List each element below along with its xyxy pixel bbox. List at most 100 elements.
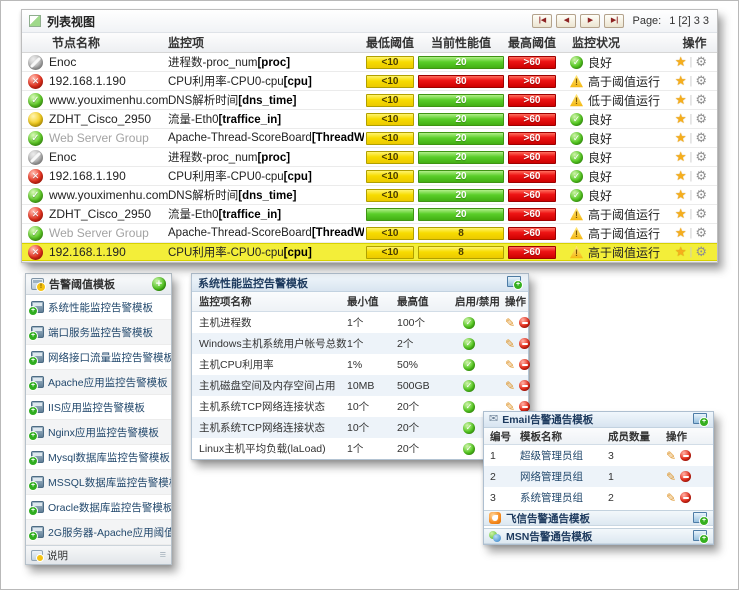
enabled-check-icon[interactable] (463, 400, 475, 413)
delete-minus-icon[interactable] (519, 338, 531, 349)
favorite-star-icon[interactable] (675, 111, 687, 127)
detail-row[interactable]: 主机CPU利用率 1% 50% (192, 354, 531, 375)
detail-rows: 主机进程数 1个 100个 Windows主机系统用户帐号总数 1个 2个 主机… (192, 312, 531, 459)
prev-page-button[interactable]: ◀ (556, 14, 577, 28)
email-group-row[interactable]: 2 网络管理员组 1 (484, 466, 713, 487)
favorite-star-icon[interactable] (675, 168, 687, 184)
table-row[interactable]: Web Server Group Apache-Thread-ScoreBoar… (22, 129, 717, 148)
favorite-star-icon[interactable] (675, 187, 687, 203)
delete-minus-icon[interactable] (680, 450, 692, 461)
delete-minus-icon[interactable] (519, 380, 531, 391)
edit-pencil-icon[interactable] (666, 471, 676, 483)
edit-pencil-icon[interactable] (666, 450, 676, 462)
template-list-item[interactable]: 网络接口流量监控告警模板 (26, 345, 171, 370)
last-page-button[interactable]: ▶| (604, 14, 625, 28)
notify-template-bar[interactable]: 飞信告警通告模板 (484, 510, 713, 526)
table-row[interactable]: ZDHT_Cisco_2950 流量-Eth0[traffice_in] <10… (22, 110, 717, 129)
detail-row[interactable]: 主机系统TCP网络连接状态 10个 20个 (192, 396, 531, 417)
detail-row[interactable]: 主机进程数 1个 100个 (192, 312, 531, 333)
table-row[interactable]: Web Server Group Apache-Thread-ScoreBoar… (22, 224, 717, 243)
template-warning-icon (31, 278, 46, 292)
settings-gear-icon[interactable] (695, 168, 707, 184)
apply-to-monitor-icon[interactable] (693, 511, 709, 526)
settings-gear-icon[interactable] (695, 187, 707, 203)
template-list-item[interactable]: Oracle数据库监控告警模板 (26, 495, 171, 520)
edit-pencil-icon[interactable] (666, 492, 676, 504)
table-row[interactable]: 192.168.1.190 CPU利用率-CPU0-cpu[cpu] <10 8… (22, 72, 717, 91)
first-page-button[interactable]: |◀ (532, 14, 553, 28)
settings-gear-icon[interactable] (695, 73, 707, 89)
detail-row[interactable]: 主机磁盘空间及内存空间占用 10MB 500GB (192, 375, 531, 396)
edit-pencil-icon[interactable] (505, 317, 515, 329)
table-row[interactable]: Enoc 进程数-proc_num[proc] <10 20 >60 良好 (22, 148, 717, 167)
email-group-row[interactable]: 1 超级管理员组 3 (484, 445, 713, 466)
enabled-check-icon[interactable] (463, 316, 475, 329)
node-cell: Enoc (22, 149, 168, 165)
table-row[interactable]: www.youximenhu.com DNS解析时间[dns_time] <10… (22, 91, 717, 110)
template-list-item[interactable]: Nginx应用监控告警模板 (26, 420, 171, 445)
apply-to-monitor-icon[interactable] (693, 529, 709, 544)
template-list-item[interactable]: 端口服务监控告警模板 (26, 320, 171, 345)
settings-gear-icon[interactable] (695, 92, 707, 108)
delete-minus-icon[interactable] (519, 317, 531, 328)
node-name: Web Server Group (49, 226, 149, 240)
settings-gear-icon[interactable] (695, 244, 707, 260)
delete-minus-icon[interactable] (519, 359, 531, 370)
enabled-check-icon[interactable] (463, 337, 475, 350)
settings-gear-icon[interactable] (695, 111, 707, 127)
page-numbers[interactable]: 1 [2] 3 3 (669, 15, 709, 27)
settings-gear-icon[interactable] (695, 206, 707, 222)
settings-gear-icon[interactable] (695, 225, 707, 241)
favorite-star-icon[interactable] (675, 92, 687, 108)
monitor-label: 进程数-proc_num (168, 57, 258, 69)
favorite-star-icon[interactable] (675, 244, 687, 260)
settings-gear-icon[interactable] (695, 130, 707, 146)
enabled-check-icon[interactable] (463, 358, 475, 371)
edit-pencil-icon[interactable] (505, 380, 515, 392)
enabled-check-icon[interactable] (463, 379, 475, 392)
next-page-button[interactable]: ▶ (580, 14, 601, 28)
template-list-item[interactable]: 2G服务器-Apache应用阈值 (26, 520, 171, 545)
apply-to-monitor-icon[interactable] (507, 276, 523, 290)
edit-pencil-icon[interactable] (505, 338, 515, 350)
template-list-item[interactable]: 系统性能监控告警模板 (26, 295, 171, 320)
table-row[interactable]: 192.168.1.190 CPU利用率-CPU0-cpu[cpu] <10 2… (22, 167, 717, 186)
enabled-check-icon[interactable] (463, 421, 475, 434)
max-threshold-bar: >60 (508, 131, 556, 145)
notify-template-bar[interactable]: MSN告警通告模板 (484, 528, 713, 544)
resize-grip-icon[interactable] (160, 549, 166, 561)
favorite-star-icon[interactable] (675, 225, 687, 241)
email-columns: 编号 模板名称 成员数量 操作 (484, 428, 713, 445)
table-row[interactable]: 192.168.1.190 CPU利用率-CPU0-cpu[cpu] <10 8… (22, 243, 717, 262)
email-group-row[interactable]: 3 系统管理员组 2 (484, 487, 713, 508)
delete-minus-icon[interactable] (680, 471, 692, 482)
detail-row[interactable]: Linux主机平均负载(laLoad) 1个 20个 (192, 438, 531, 459)
min-threshold-bar (366, 207, 414, 221)
template-list-item[interactable]: Apache应用监控告警模板 (26, 370, 171, 395)
table-row[interactable]: ZDHT_Cisco_2950 流量-Eth0[traffice_in] 20 … (22, 205, 717, 224)
detail-row[interactable]: 主机系统TCP网络连接状态 10个 20个 (192, 417, 531, 438)
edit-pencil-icon[interactable] (505, 359, 515, 371)
settings-gear-icon[interactable] (695, 149, 707, 165)
favorite-star-icon[interactable] (675, 149, 687, 165)
enabled-check-icon[interactable] (463, 442, 475, 455)
template-list-item[interactable]: IIS应用监控告警模板 (26, 395, 171, 420)
favorite-star-icon[interactable] (675, 206, 687, 222)
node-name: Web Server Group (49, 131, 149, 145)
monitor-code: [ThreadW] (311, 227, 364, 239)
favorite-star-icon[interactable] (675, 73, 687, 89)
apply-to-monitor-icon[interactable] (693, 413, 709, 427)
favorite-star-icon[interactable] (675, 130, 687, 146)
delete-minus-icon[interactable] (680, 492, 692, 503)
detail-row[interactable]: Windows主机系统用户帐号总数 1个 2个 (192, 333, 531, 354)
template-list-item[interactable]: Mysql数据库监控告警模板 (26, 445, 171, 470)
add-template-button[interactable] (152, 277, 166, 291)
favorite-star-icon[interactable] (675, 54, 687, 70)
template-list-item[interactable]: MSSQL数据库监控告警模板 (26, 470, 171, 495)
template-app-icon (28, 526, 44, 541)
settings-gear-icon[interactable] (695, 54, 707, 70)
table-row[interactable]: www.youximenhu.com DNS解析时间[dns_time] <10… (22, 186, 717, 205)
delete-minus-icon[interactable] (519, 401, 531, 412)
table-row[interactable]: Enoc 进程数-proc_num[proc] <10 20 >60 良好 (22, 53, 717, 72)
footer-label: 说明 (47, 549, 68, 562)
